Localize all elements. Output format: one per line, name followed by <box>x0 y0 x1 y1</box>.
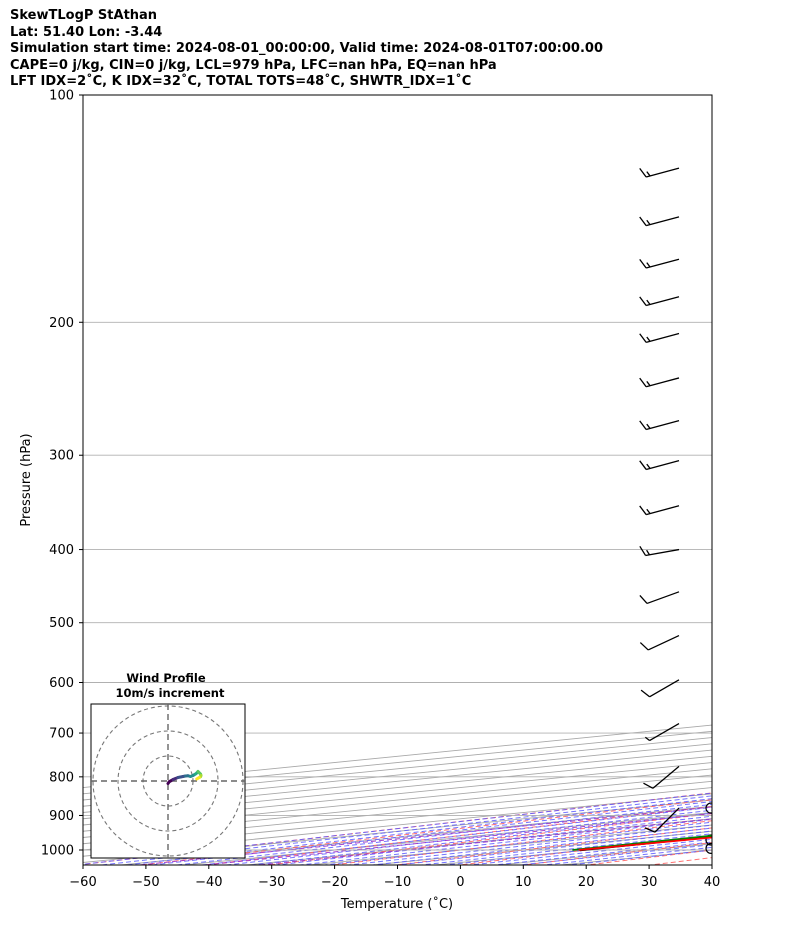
wind-barb <box>639 545 680 557</box>
chart-header: SkewTLogP StAthan Lat: 51.40 Lon: -3.44 … <box>10 8 603 91</box>
y-tick-label: 200 <box>49 316 74 331</box>
dry-adiabat-line <box>263 813 712 865</box>
y-tick-label: 1000 <box>41 844 74 859</box>
isotherm-line <box>493 843 712 865</box>
dry-adiabat-line <box>518 842 712 865</box>
dry-adiabat-line <box>582 849 712 865</box>
isotherm-line <box>556 849 712 865</box>
dry-adiabat-line <box>720 78 794 872</box>
calm-wind-circle <box>705 842 712 854</box>
moist-adiabat-line <box>319 821 712 865</box>
time-line: Simulation start time: 2024-08-01_00:00:… <box>10 41 603 56</box>
cape-line: CAPE=0 j/kg, CIN=0 j/kg, LCL=979 hPa, LF… <box>10 57 497 73</box>
y-tick-label: 600 <box>49 676 74 691</box>
cape-shaded-area <box>578 836 712 850</box>
wind-barb <box>639 505 680 516</box>
wind-barb <box>639 377 680 388</box>
x-tick-label: 20 <box>578 875 595 890</box>
y-axis-ticks: 1000 900 800 700 600 500 400 300 200 100 <box>41 89 83 859</box>
temperature-line <box>578 836 712 851</box>
moist-adiabat-line <box>343 824 712 865</box>
y-axis-label: Pressure (hPa) <box>19 433 34 526</box>
wind-barb <box>639 296 680 307</box>
x-tick-label: −40 <box>195 875 222 890</box>
hodograph-plot <box>91 704 245 858</box>
x-axis-ticks: −60 −50 −40 −30 −20 −10 0 10 20 30 40 <box>69 865 720 890</box>
x-tick-label: −50 <box>132 875 159 890</box>
x-tick-label: −20 <box>321 875 348 890</box>
x-tick-label: −30 <box>258 875 285 890</box>
moist-adiabat-line <box>367 827 712 865</box>
isotherm-line <box>83 730 712 795</box>
cape-fill-layer <box>578 836 712 850</box>
calm-wind-circle <box>705 802 712 814</box>
y-tick-label: 300 <box>49 449 74 464</box>
wind-barbs-layer <box>639 167 712 854</box>
isotherm-line <box>241 818 712 865</box>
wind-barb <box>639 167 680 178</box>
x-tick-label: 10 <box>515 875 532 890</box>
y-tick-label: 700 <box>49 727 74 742</box>
x-tick-label: −10 <box>384 875 411 890</box>
wind-barb <box>639 460 680 471</box>
wind-barb <box>644 807 680 833</box>
wind-barb <box>639 634 680 651</box>
wind-barb <box>639 591 680 605</box>
moist-adiabat-line <box>295 818 712 865</box>
moist-adiabat-line <box>465 838 712 865</box>
y-tick-label: 100 <box>49 89 74 104</box>
x-tick-label: −60 <box>69 875 96 890</box>
moist-adiabat-line <box>440 836 712 865</box>
chart-title: SkewTLogP StAthan <box>10 8 158 23</box>
moist-adiabat-line <box>539 846 712 865</box>
wind-barb <box>640 679 680 698</box>
dewpoint-line <box>572 834 712 851</box>
hodograph-inset: Wind Profile 10m/s increment <box>90 671 246 859</box>
wind-barb <box>639 420 680 431</box>
y-tick-label: 900 <box>49 809 74 824</box>
y-tick-label: 400 <box>49 543 74 558</box>
hodograph-segment <box>195 776 200 781</box>
y-tick-label: 500 <box>49 616 74 631</box>
index-line: LFT IDX=2˚C, K IDX=32˚C, TOTAL TOTS=48˚C… <box>10 74 472 89</box>
dry-adiabat-line <box>327 820 712 865</box>
x-tick-label: 30 <box>641 875 658 890</box>
x-tick-label: 40 <box>704 875 721 890</box>
hodograph-subtitle: 10m/s increment <box>116 686 225 700</box>
wind-barb <box>644 722 680 742</box>
wind-barb <box>639 332 680 343</box>
location-line: Lat: 51.40 Lon: -3.44 <box>10 24 163 40</box>
isotherm-line <box>304 824 712 865</box>
isotherm-line <box>83 724 712 788</box>
dry-adiabat-line <box>784 78 794 872</box>
moist-adiabat-line <box>271 815 712 865</box>
dry-adiabat-line <box>710 864 712 865</box>
wind-barb <box>639 258 680 269</box>
isotherm-line <box>367 830 712 865</box>
moist-adiabat-line <box>564 849 712 865</box>
wind-barb <box>639 216 680 227</box>
y-tick-label: 800 <box>49 770 74 785</box>
x-axis-label: Temperature (˚C) <box>340 896 453 912</box>
x-tick-label: 0 <box>456 875 464 890</box>
moist-adiabat-line <box>392 830 712 865</box>
parcel-profile-line <box>579 835 712 852</box>
isotherm-line <box>83 737 712 801</box>
moist-adiabat-line <box>489 841 712 865</box>
dry-adiabat-line <box>455 834 712 865</box>
moist-adiabat-line <box>197 806 712 865</box>
moist-adiabat-line <box>222 809 712 865</box>
hodograph-ring <box>117 730 219 832</box>
wind-barb <box>643 765 680 789</box>
profile-series-layer <box>572 834 712 852</box>
moist-adiabat-line <box>416 833 712 865</box>
hodograph-title: Wind Profile <box>126 671 206 685</box>
dry-adiabat-line <box>391 827 712 865</box>
